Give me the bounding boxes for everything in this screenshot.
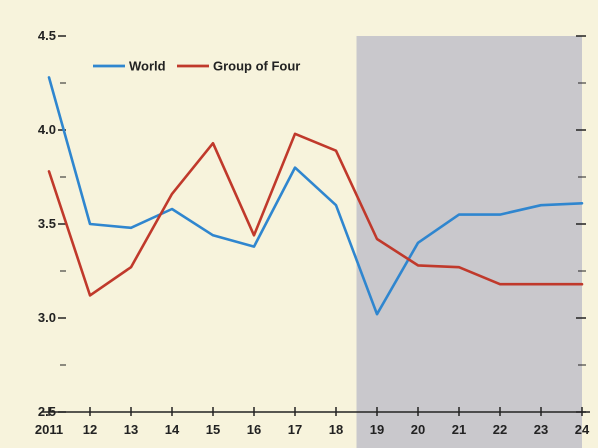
legend-label: World bbox=[129, 59, 166, 74]
x-tick-label: 16 bbox=[247, 422, 261, 437]
y-tick-label: 3.5 bbox=[38, 216, 56, 231]
x-tick-label: 23 bbox=[534, 422, 548, 437]
x-axis: 2011 12 13 14 15 16 17 18 19 20 21 22 23 24 bbox=[35, 407, 590, 437]
y-tick-label: 4.5 bbox=[38, 28, 56, 43]
projection-shading bbox=[356, 36, 582, 448]
x-tick-label: 22 bbox=[493, 422, 507, 437]
series-line-world bbox=[47, 76, 584, 316]
series-layer bbox=[47, 76, 584, 316]
x-tick-label: 17 bbox=[288, 422, 302, 437]
x-tick-label: 2011 bbox=[35, 422, 63, 437]
x-tick-label: 19 bbox=[370, 422, 384, 437]
y-axis-left: 2.53.03.54.04.5 bbox=[38, 28, 66, 419]
x-tick-label: 12 bbox=[83, 422, 97, 437]
y-axis-right bbox=[576, 35, 586, 413]
legend: World Group of Four bbox=[93, 59, 300, 74]
x-tick-label: 20 bbox=[411, 422, 425, 437]
x-tick-label: 15 bbox=[206, 422, 220, 437]
legend-label: Group of Four bbox=[213, 59, 300, 74]
x-tick-label: 14 bbox=[165, 422, 180, 437]
x-tick-label: 24 bbox=[575, 422, 590, 437]
series-line-group-of-four bbox=[47, 132, 584, 297]
x-tick-label: 21 bbox=[452, 422, 466, 437]
x-tick-label: 13 bbox=[124, 422, 138, 437]
x-tick-label: 18 bbox=[329, 422, 343, 437]
y-tick-label: 3.0 bbox=[38, 310, 56, 325]
y-tick-label: 4.0 bbox=[38, 122, 56, 137]
